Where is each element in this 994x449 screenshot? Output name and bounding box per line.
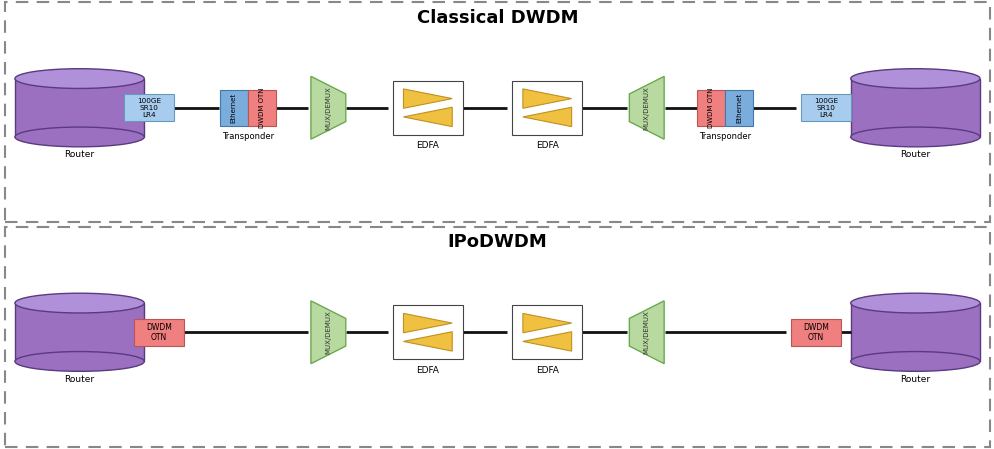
Ellipse shape bbox=[850, 127, 979, 147]
Ellipse shape bbox=[15, 352, 144, 371]
Bar bbox=[393, 81, 462, 135]
Polygon shape bbox=[311, 76, 346, 139]
Bar bbox=[15, 79, 144, 137]
Bar bbox=[512, 305, 581, 359]
Text: MUX/DEMUX: MUX/DEMUX bbox=[643, 86, 649, 130]
Bar bbox=[134, 319, 184, 346]
Text: DWDM OTN: DWDM OTN bbox=[258, 88, 264, 128]
Polygon shape bbox=[404, 313, 452, 333]
Polygon shape bbox=[629, 301, 664, 364]
Bar bbox=[512, 81, 581, 135]
Bar bbox=[725, 90, 752, 126]
Ellipse shape bbox=[850, 293, 979, 313]
Text: Router: Router bbox=[900, 150, 929, 159]
Ellipse shape bbox=[850, 352, 979, 371]
Text: Transponder: Transponder bbox=[222, 132, 273, 141]
Text: DWDM
OTN: DWDM OTN bbox=[146, 322, 172, 342]
Text: Transponder: Transponder bbox=[699, 132, 750, 141]
Polygon shape bbox=[629, 76, 664, 139]
Text: DWDM OTN: DWDM OTN bbox=[708, 88, 714, 128]
Text: MUX/DEMUX: MUX/DEMUX bbox=[325, 86, 331, 130]
Text: Router: Router bbox=[900, 375, 929, 384]
Ellipse shape bbox=[850, 69, 979, 88]
Bar bbox=[850, 79, 979, 137]
Text: Router: Router bbox=[65, 150, 94, 159]
Text: Ethernet: Ethernet bbox=[231, 92, 237, 123]
Text: MUX/DEMUX: MUX/DEMUX bbox=[325, 310, 331, 354]
Ellipse shape bbox=[15, 127, 144, 147]
Polygon shape bbox=[404, 107, 452, 127]
Text: Router: Router bbox=[65, 375, 94, 384]
Text: 100GE
SR10
LR4: 100GE SR10 LR4 bbox=[813, 98, 837, 118]
Polygon shape bbox=[523, 89, 571, 108]
Polygon shape bbox=[523, 107, 571, 127]
Text: EDFA: EDFA bbox=[416, 141, 438, 150]
Polygon shape bbox=[311, 301, 346, 364]
Text: Ethernet: Ethernet bbox=[736, 92, 742, 123]
Text: EDFA: EDFA bbox=[536, 141, 558, 150]
Bar bbox=[393, 305, 462, 359]
Bar bbox=[220, 90, 248, 126]
Text: EDFA: EDFA bbox=[416, 366, 438, 375]
Polygon shape bbox=[404, 332, 452, 351]
Bar bbox=[800, 94, 850, 121]
Bar bbox=[15, 303, 144, 361]
Text: EDFA: EDFA bbox=[536, 366, 558, 375]
Text: MUX/DEMUX: MUX/DEMUX bbox=[643, 310, 649, 354]
Bar bbox=[248, 90, 275, 126]
Ellipse shape bbox=[15, 69, 144, 88]
Polygon shape bbox=[404, 89, 452, 108]
Text: DWDM
OTN: DWDM OTN bbox=[802, 322, 828, 342]
Text: 100GE
SR10
LR4: 100GE SR10 LR4 bbox=[137, 98, 161, 118]
Bar bbox=[697, 90, 725, 126]
Bar bbox=[850, 303, 979, 361]
Text: Classical DWDM: Classical DWDM bbox=[416, 9, 578, 27]
Polygon shape bbox=[523, 313, 571, 333]
Bar bbox=[790, 319, 840, 346]
Text: IPoDWDM: IPoDWDM bbox=[447, 233, 547, 251]
Polygon shape bbox=[523, 332, 571, 351]
Bar bbox=[124, 94, 174, 121]
Ellipse shape bbox=[15, 293, 144, 313]
